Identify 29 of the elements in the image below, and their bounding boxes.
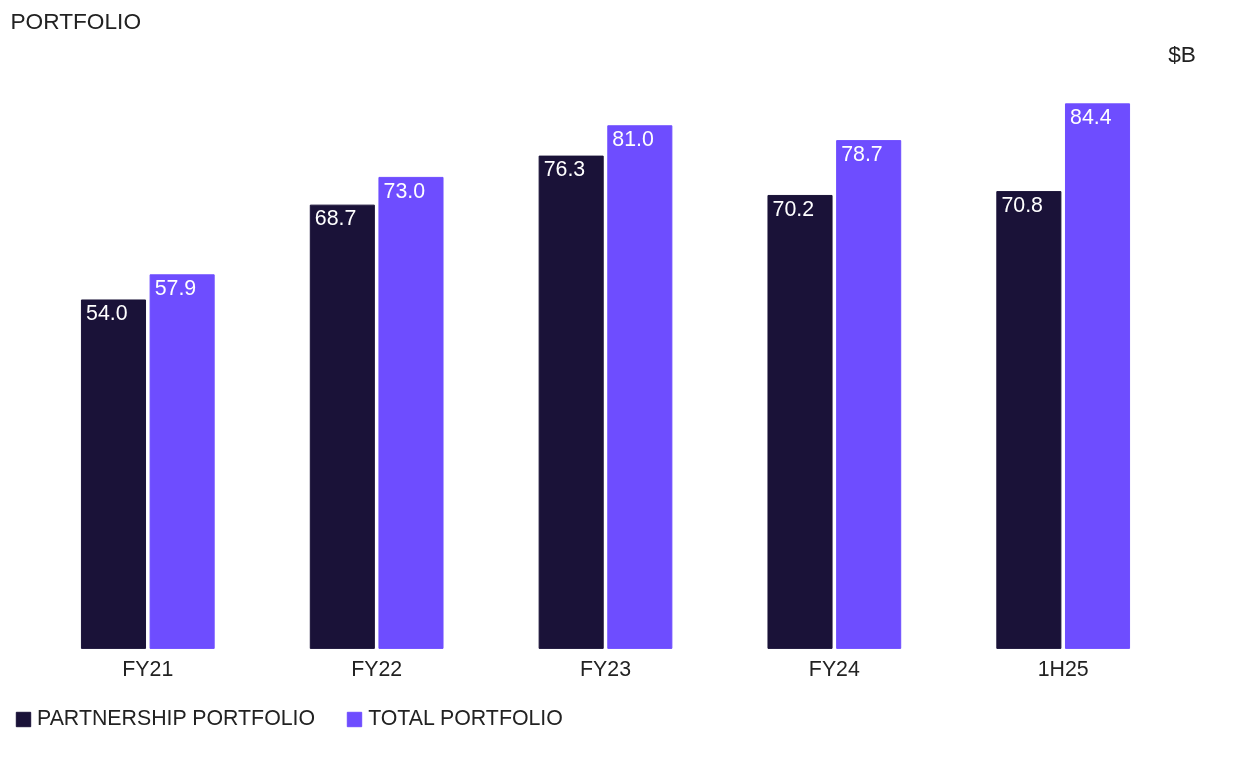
bar	[149, 274, 215, 649]
bar	[996, 191, 1062, 649]
bar	[1064, 103, 1131, 649]
x-tick-label: FY23	[580, 656, 631, 681]
bar	[607, 125, 673, 649]
x-tick-label: FY24	[808, 656, 860, 681]
x-tick-label: FY22	[351, 656, 403, 681]
bar	[767, 194, 833, 649]
data-label: 84.4	[1070, 105, 1112, 130]
data-label: 57.9	[154, 275, 197, 300]
data-label: 73.0	[383, 178, 426, 203]
data-label: 81.0	[612, 126, 655, 151]
legend-label: TOTAL PORTFOLIO	[368, 706, 563, 731]
data-label: 70.2	[772, 196, 815, 221]
bar	[538, 155, 604, 649]
chart-title: PORTFOLIO	[10, 7, 142, 34]
text: $B	[1168, 41, 1196, 68]
bar	[378, 176, 444, 649]
data-label: 70.8	[1001, 192, 1043, 217]
x-tick-label: 1H25	[1037, 656, 1089, 681]
data-label: 54.0	[86, 301, 128, 326]
legend-label: PARTNERSHIP PORTFOLIO	[37, 706, 316, 731]
bar	[836, 140, 902, 649]
data-label: 68.7	[314, 206, 357, 231]
data-label: 78.7	[841, 141, 883, 166]
data-label: 76.3	[543, 157, 586, 182]
bar	[80, 299, 147, 649]
bar	[309, 204, 375, 649]
x-tick-label: FY21	[122, 656, 174, 681]
